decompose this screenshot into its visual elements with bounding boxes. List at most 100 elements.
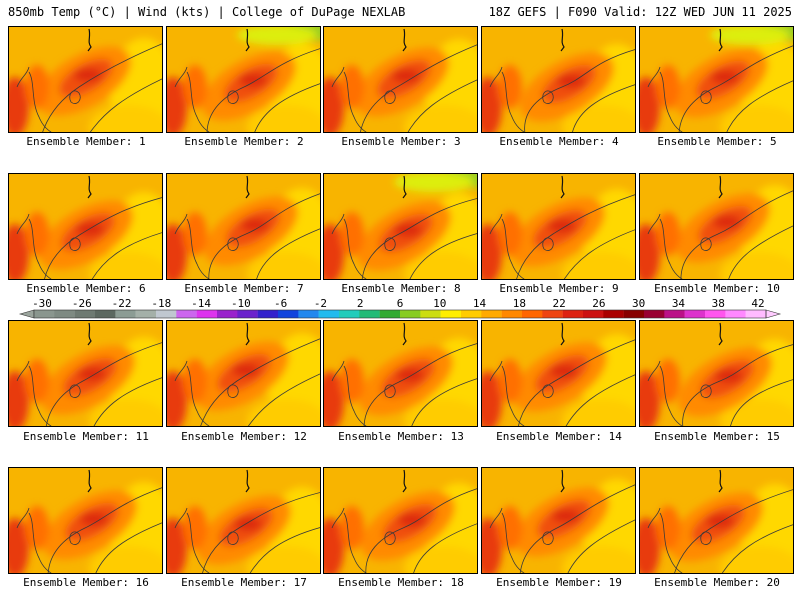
temperature-field — [9, 468, 162, 573]
colorbar-swatch — [74, 310, 96, 318]
colorbar-tick-label: -10 — [231, 297, 251, 310]
ensemble-member-map — [639, 173, 794, 280]
member-label: Ensemble Member: 4 — [499, 135, 619, 148]
member-label: Ensemble Member: 6 — [26, 282, 146, 295]
model-run-info: 18Z GEFS | F090 Valid: 12Z WED JUN 11 20… — [488, 5, 792, 19]
member-label: Ensemble Member: 15 — [654, 430, 780, 443]
colorbar-tick-label: -22 — [112, 297, 132, 310]
colorbar-tick-label: 2 — [357, 297, 364, 310]
colorbar-swatch — [583, 310, 604, 318]
ensemble-member-map — [481, 173, 636, 280]
ensemble-member-map — [323, 467, 478, 574]
ensemble-member-map — [166, 320, 321, 427]
colorbar-swatch — [522, 310, 543, 318]
member-label: Ensemble Member: 8 — [341, 282, 461, 295]
temperature-field — [640, 174, 793, 279]
colorbar-swatch — [420, 310, 441, 318]
ensemble-member-map — [8, 26, 163, 133]
colorbar-tick-label: 34 — [672, 297, 686, 310]
temperature-field — [640, 27, 793, 132]
colorbar-swatch — [339, 310, 360, 318]
colorbar-swatch — [603, 310, 624, 318]
member-label: Ensemble Member: 1 — [26, 135, 146, 148]
colorbar-swatch — [217, 310, 238, 318]
colorbar-tick-label: -14 — [191, 297, 211, 310]
member-label: Ensemble Member: 11 — [23, 430, 149, 443]
colorbar-tick-label: 38 — [712, 297, 725, 310]
colorbar-tick-label: 26 — [592, 297, 605, 310]
colorbar-tick-label: 14 — [473, 297, 487, 310]
colorbar-swatch — [705, 310, 726, 318]
colorbar-swatch — [115, 310, 136, 318]
colorbar-swatch — [644, 310, 665, 318]
temperature-field — [482, 27, 635, 132]
ensemble-member-map — [166, 26, 321, 133]
colorbar-tick-label: 42 — [751, 297, 764, 310]
ensemble-member-map — [8, 320, 163, 427]
member-label: Ensemble Member: 14 — [496, 430, 622, 443]
temperature-field — [640, 468, 793, 573]
temperature-field — [324, 27, 477, 132]
temperature-field — [482, 321, 635, 426]
colorbar-tick-label: -6 — [274, 297, 287, 310]
ensemble-member-map — [639, 26, 794, 133]
ensemble-member-map — [481, 467, 636, 574]
member-label: Ensemble Member: 7 — [184, 282, 304, 295]
colorbar-swatch — [623, 310, 645, 318]
temperature-field — [9, 321, 162, 426]
colorbar-swatch — [176, 310, 197, 318]
member-label: Ensemble Member: 17 — [181, 576, 307, 589]
temperature-field — [482, 174, 635, 279]
colorbar-swatch — [481, 310, 502, 318]
colorbar-swatch — [318, 310, 340, 318]
colorbar-swatch — [501, 310, 523, 318]
member-label: Ensemble Member: 10 — [654, 282, 780, 295]
map-title: 850mb Temp (°C) | Wind (kts) | College o… — [8, 5, 406, 19]
ensemble-member-map — [323, 26, 478, 133]
colorbar-tick-label: 6 — [397, 297, 404, 310]
colorbar-swatch — [745, 310, 767, 318]
ensemble-member-map — [639, 467, 794, 574]
colorbar-swatch — [461, 310, 482, 318]
ensemble-member-map — [8, 467, 163, 574]
temperature-field — [167, 321, 320, 426]
member-label: Ensemble Member: 18 — [338, 576, 464, 589]
colorbar-tick-label: -30 — [32, 297, 52, 310]
colorbar-swatch — [156, 310, 177, 318]
member-label: Ensemble Member: 3 — [341, 135, 461, 148]
ensemble-member-map — [323, 173, 478, 280]
temperature-field — [167, 468, 320, 573]
temperature-field — [640, 321, 793, 426]
temperature-field — [324, 468, 477, 573]
colorbar-swatch — [379, 310, 401, 318]
ensemble-member-map — [481, 26, 636, 133]
colorbar-swatch — [135, 310, 157, 318]
colorbar-swatch — [54, 310, 75, 318]
colorbar-tick-label: 10 — [433, 297, 446, 310]
member-label: Ensemble Member: 16 — [23, 576, 149, 589]
temperature-colorbar: -30 -26 -22 -18 -14 -10 -6 -2 2 6 10 14 18 22 26 30 34 38… — [18, 297, 782, 319]
colorbar-tick-label: 18 — [513, 297, 526, 310]
colorbar-tick-label: 30 — [632, 297, 645, 310]
colorbar-tick-label: -18 — [151, 297, 171, 310]
member-label: Ensemble Member: 5 — [657, 135, 777, 148]
ensemble-member-map — [639, 320, 794, 427]
temperature-field — [9, 27, 162, 132]
colorbar-swatch — [562, 310, 584, 318]
temperature-field — [167, 27, 320, 132]
member-label: Ensemble Member: 19 — [496, 576, 622, 589]
member-label: Ensemble Member: 2 — [184, 135, 304, 148]
colorbar-swatch — [542, 310, 563, 318]
colorbar-tick-label: -2 — [314, 297, 327, 310]
member-label: Ensemble Member: 20 — [654, 576, 780, 589]
ensemble-member-map — [166, 467, 321, 574]
member-label: Ensemble Member: 12 — [181, 430, 307, 443]
ensemble-member-map — [323, 320, 478, 427]
colorbar-swatch — [664, 310, 685, 318]
colorbar-tick-label: -26 — [72, 297, 92, 310]
temperature-field — [167, 174, 320, 279]
colorbar-swatch — [257, 310, 279, 318]
temperature-field — [482, 468, 635, 573]
ensemble-member-map — [481, 320, 636, 427]
colorbar-tick-label: 22 — [552, 297, 565, 310]
